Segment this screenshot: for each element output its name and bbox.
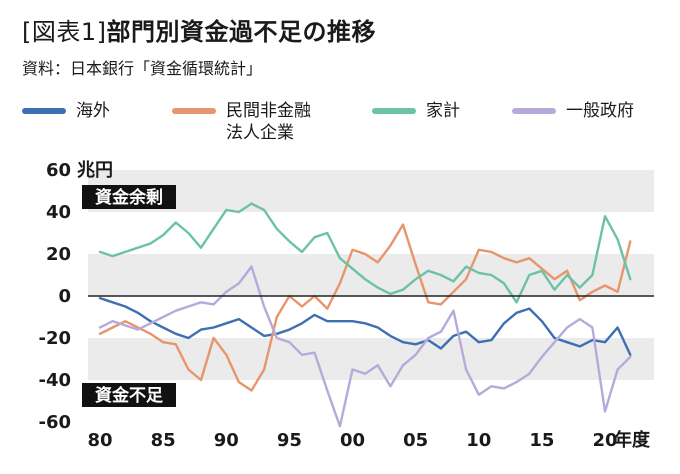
legend-item-corporate: 民間非金融 法人企業 <box>172 100 311 144</box>
legend-swatch <box>22 108 66 114</box>
figure-number: [図表1] <box>22 18 107 46</box>
y-tick-label: -40 <box>38 370 71 391</box>
legend-item-household: 家計 <box>372 100 460 122</box>
annotation-surplus-box <box>82 185 176 209</box>
annotation-surplus: 資金余剰 <box>95 187 163 208</box>
x-tick-label: 95 <box>277 430 302 451</box>
x-tick-label: 05 <box>403 430 428 451</box>
x-tick-label: 85 <box>151 430 176 451</box>
legend-label: 家計 <box>426 101 460 121</box>
chart-title: [図表1]部門別資金過不足の推移 <box>22 12 376 47</box>
line-overseas <box>98 296 632 356</box>
legend-item-overseas: 海外 <box>22 100 110 122</box>
source-note: 資料：日本銀行「資金循環統計」 <box>22 59 263 78</box>
annotation-deficit-box <box>82 383 176 407</box>
grid-band <box>88 212 654 254</box>
legend-label: 民間非金融 法人企業 <box>226 101 311 143</box>
legend: 海外 民間非金融 法人企業 家計 一般政府 <box>22 100 672 150</box>
x-tick-label: 20 <box>592 430 617 451</box>
x-axis-unit: 年度 <box>614 429 651 451</box>
x-tick-label: 10 <box>466 430 491 451</box>
legend-swatch <box>512 108 556 114</box>
x-tick-label: 15 <box>529 430 554 451</box>
annotation-deficit: 資金不足 <box>95 385 163 406</box>
x-tick-label: 90 <box>214 430 239 451</box>
legend-swatch <box>172 108 216 114</box>
line-corporate <box>98 223 632 392</box>
y-axis-unit: 兆円 <box>77 160 113 181</box>
x-tick-label: 00 <box>340 430 365 451</box>
title-text: 部門別資金過不足の推移 <box>106 18 376 46</box>
grid-band <box>88 296 654 338</box>
legend-item-government: 一般政府 <box>512 100 634 122</box>
line-household <box>98 202 632 304</box>
legend-label: 海外 <box>76 101 110 121</box>
legend-label: 一般政府 <box>566 101 634 121</box>
grid-band <box>88 380 654 422</box>
y-tick-label: -20 <box>38 328 71 349</box>
y-tick-label: 20 <box>46 244 71 265</box>
y-tick-label: 0 <box>58 286 71 307</box>
y-tick-label: 40 <box>46 202 71 223</box>
line-government <box>98 265 632 428</box>
y-tick-label: 60 <box>46 160 71 181</box>
legend-swatch <box>372 108 416 114</box>
x-tick-label: 80 <box>87 430 112 451</box>
y-tick-label: -60 <box>38 412 71 433</box>
grid-band <box>88 170 654 212</box>
